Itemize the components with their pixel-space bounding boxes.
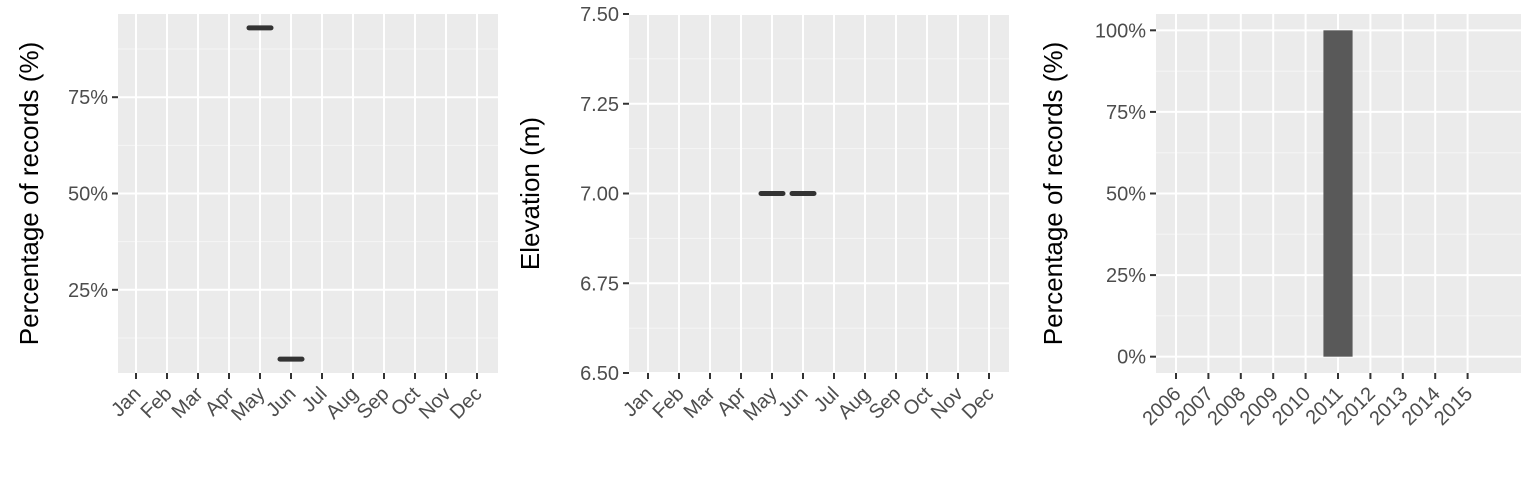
y-tick-label: 100% (1095, 20, 1146, 42)
chart-panel-3: 0%25%50%75%100%2006200720082009201020112… (1038, 14, 1521, 430)
y-tick-label: 25% (68, 280, 108, 302)
y-tick-label: 50% (1106, 184, 1146, 206)
x-tick-label: Jan (107, 383, 145, 421)
bar-2011 (1323, 30, 1353, 357)
y-tick-label: 6.50 (580, 363, 619, 385)
y-axis-title: Percentage of records (%) (14, 42, 44, 345)
y-tick-label: 50% (68, 184, 108, 206)
x-tick-label: Dec (446, 383, 487, 424)
x-tick-label: Jan (619, 383, 657, 421)
x-tick-label: Oct (387, 383, 425, 421)
y-tick-label: 6.75 (580, 273, 619, 295)
y-tick-label: 0% (1117, 347, 1146, 369)
y-tick-label: 7.50 (580, 4, 619, 26)
y-axis-title: Elevation (m) (515, 117, 545, 270)
x-tick-label: 2015 (1430, 383, 1477, 430)
y-axis-title: Percentage of records (%) (1038, 42, 1068, 345)
chart-panel-2: 6.506.757.007.257.50JanFebMarAprMayJunJu… (515, 4, 1009, 425)
x-tick-label: Feb (137, 383, 177, 423)
y-tick-label: 75% (1106, 102, 1146, 124)
chart-panel-1: 25%50%75%JanFebMarAprMayJunJulAugSepOctN… (14, 14, 498, 425)
x-tick-label: Feb (649, 383, 689, 423)
x-tick-label: Jun (774, 383, 812, 421)
y-tick-label: 25% (1106, 265, 1146, 287)
x-tick-label: Jun (262, 383, 300, 421)
y-tick-label: 7.00 (580, 184, 619, 206)
x-tick-label: Dec (958, 383, 999, 424)
y-tick-label: 7.25 (580, 94, 619, 116)
x-tick-label: Oct (899, 383, 937, 421)
y-tick-label: 75% (68, 87, 108, 109)
